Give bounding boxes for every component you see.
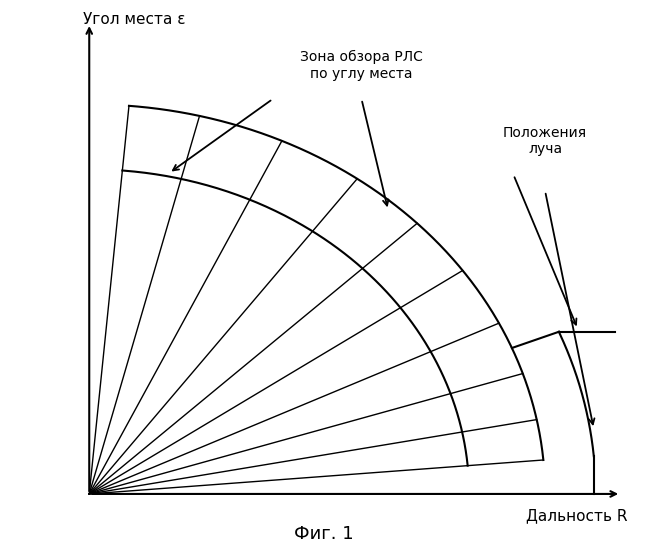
Text: Фиг. 1: Фиг. 1 bbox=[294, 524, 353, 543]
Text: Положения
луча: Положения луча bbox=[503, 126, 587, 156]
Text: Зона обзора РЛС
по углу места: Зона обзора РЛС по углу места bbox=[300, 51, 423, 80]
Text: Дальность R: Дальность R bbox=[526, 508, 628, 523]
Text: Угол места ε: Угол места ε bbox=[83, 12, 186, 27]
